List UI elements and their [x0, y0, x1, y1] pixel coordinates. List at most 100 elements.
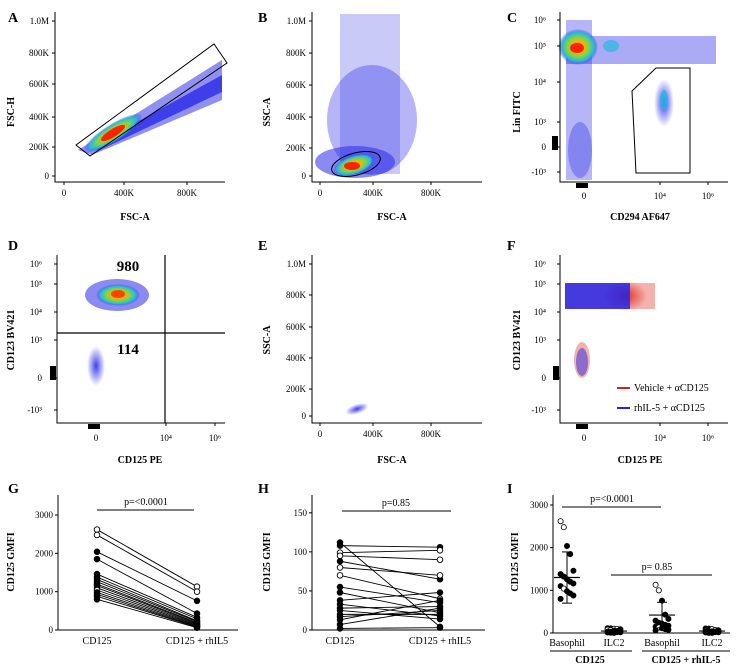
- tick-label: 0: [62, 188, 67, 198]
- tick-label: 200K: [286, 143, 307, 153]
- panel-d-x-minor-ticks: [88, 424, 100, 429]
- panel-letter-e: E: [258, 239, 267, 254]
- tick-label: 0: [544, 628, 549, 638]
- panel-f-legend: Vehicle + αCD125 rhIL-5 + αCD125: [617, 383, 709, 414]
- tick-label: -10³: [531, 405, 546, 415]
- tick-label: 0: [542, 142, 547, 152]
- panel-b-density: [315, 14, 417, 178]
- data-point: [436, 572, 444, 579]
- pair-line: [339, 549, 441, 554]
- pair-line: [96, 558, 198, 614]
- tick-label: 10⁴: [654, 191, 666, 201]
- pair-line: [339, 627, 441, 629]
- data-point: [93, 596, 101, 603]
- panel-i-category: Basophil: [549, 638, 585, 649]
- data-point: [436, 624, 444, 631]
- panel-e-xticks: 0 400K 800K: [318, 423, 442, 439]
- tick-label: 10⁴: [654, 433, 666, 443]
- tick-label: 600K: [29, 79, 50, 89]
- tick-label: 10⁶: [534, 259, 546, 269]
- tick-label: 800K: [421, 429, 442, 439]
- data-point: [570, 592, 577, 599]
- pair-line: [339, 610, 441, 618]
- panel-h-ylabel: CD125 GMFI: [262, 532, 273, 591]
- panel-g-pvalue: p=<0.0001: [124, 497, 168, 508]
- pair-line: [96, 583, 198, 624]
- tick-label: 0: [49, 625, 54, 635]
- tick-label: 600K: [286, 322, 307, 332]
- panel-c-density: [558, 20, 716, 180]
- panel-a-xlabel: FSC-A: [120, 212, 150, 223]
- data-point: [564, 542, 571, 549]
- tick-label: 0: [542, 373, 547, 383]
- tick-label: 600K: [286, 80, 307, 90]
- pair-line: [339, 545, 441, 548]
- tick-label: 10⁶: [702, 433, 714, 443]
- panel-h-pvalue: p=0.85: [382, 498, 410, 509]
- panel-letter-i: I: [507, 482, 512, 497]
- data-point: [193, 597, 201, 605]
- panel-e-density: [345, 402, 369, 416]
- tick-label: 0: [302, 171, 307, 181]
- data-point: [336, 558, 344, 565]
- tick-label: 800K: [286, 290, 307, 300]
- tick-label: 10⁴: [160, 433, 172, 443]
- tick-label: 0: [45, 171, 50, 181]
- panel-d-xlabel: CD125 PE: [118, 455, 163, 466]
- tick-label: 1000: [530, 585, 549, 595]
- tick-label: 400K: [286, 353, 307, 363]
- data-point: [665, 626, 672, 633]
- tick-label: 3000: [530, 500, 549, 510]
- data-point: [560, 524, 567, 531]
- panel-d-xticks: 0 10⁴ 10⁶: [94, 423, 221, 443]
- tick-label: 0: [582, 191, 587, 201]
- tick-label: 10⁴: [30, 307, 42, 317]
- tick-label: 0: [38, 373, 43, 383]
- tick-label: 200K: [286, 384, 307, 394]
- tick-label: 400K: [29, 112, 50, 122]
- panel-e-xlabel: FSC-A: [377, 455, 407, 466]
- data-point: [336, 625, 344, 632]
- panel-g-yticks: 0 1000 2000 3000: [35, 510, 58, 635]
- pair-line: [339, 560, 441, 580]
- panel-i-points: [554, 518, 725, 636]
- tick-label: 10³: [30, 335, 42, 345]
- tick-label: -10³: [27, 405, 42, 415]
- pair-line: [96, 585, 198, 624]
- panel-i: I 0 1000 2000 3000 p=<0.0001 p= 0.85 Basoph…: [507, 482, 730, 666]
- panel-c-x-minor-ticks: [576, 183, 588, 188]
- pair-line: [339, 574, 441, 600]
- pair-line: [96, 592, 198, 627]
- tick-label: 400K: [363, 188, 384, 198]
- data-point: [652, 581, 659, 588]
- pair-line: [339, 592, 441, 614]
- panel-h-category: CD125 + rhIL5: [409, 636, 471, 647]
- tick-label: 10³: [534, 117, 546, 127]
- panel-g-category: CD125 + rhIL5: [166, 636, 228, 647]
- panel-b: B 0 200K 400K 600K 800K 1.0M 0 400K 800K…: [258, 11, 482, 223]
- pair-line: [96, 595, 198, 628]
- panel-b-ylabel: SSC-A: [262, 97, 273, 127]
- panel-f-yticks: -10³ 0 10³ 10⁴ 10⁵ 10⁶: [531, 259, 560, 415]
- panel-letter-a: A: [8, 11, 19, 26]
- panel-i-yticks: 0 1000 2000 3000: [530, 500, 553, 638]
- panel-i-category: Basophil: [644, 638, 680, 649]
- panel-f: F Vehicle + αCD125 rhIL-5 + αCD125 -10³ …: [507, 239, 728, 466]
- tick-label: 10⁵: [30, 279, 42, 289]
- pair-line: [339, 567, 441, 576]
- quadrant-count-lower: 114: [117, 342, 139, 358]
- data-point: [557, 518, 564, 525]
- tick-label: 10³: [534, 335, 546, 345]
- data-point: [436, 547, 444, 554]
- panel-d: D 980 114 -10³ 0 10³ 10⁴ 10⁵ 10⁶ 0 10⁴ 1…: [6, 239, 225, 466]
- panel-a-ylabel: FSC-H: [6, 97, 17, 127]
- panel-g-lines: [93, 526, 201, 631]
- panel-a-xticks: 0 400K 800K: [62, 182, 198, 198]
- quadrant-count-upper: 980: [117, 259, 140, 275]
- panel-h-yticks: 0 50 100 150: [294, 508, 312, 635]
- panel-i-category: ILC2: [701, 638, 722, 649]
- tick-label: 0: [582, 433, 587, 443]
- data-point: [652, 627, 659, 634]
- pair-line: [96, 573, 198, 618]
